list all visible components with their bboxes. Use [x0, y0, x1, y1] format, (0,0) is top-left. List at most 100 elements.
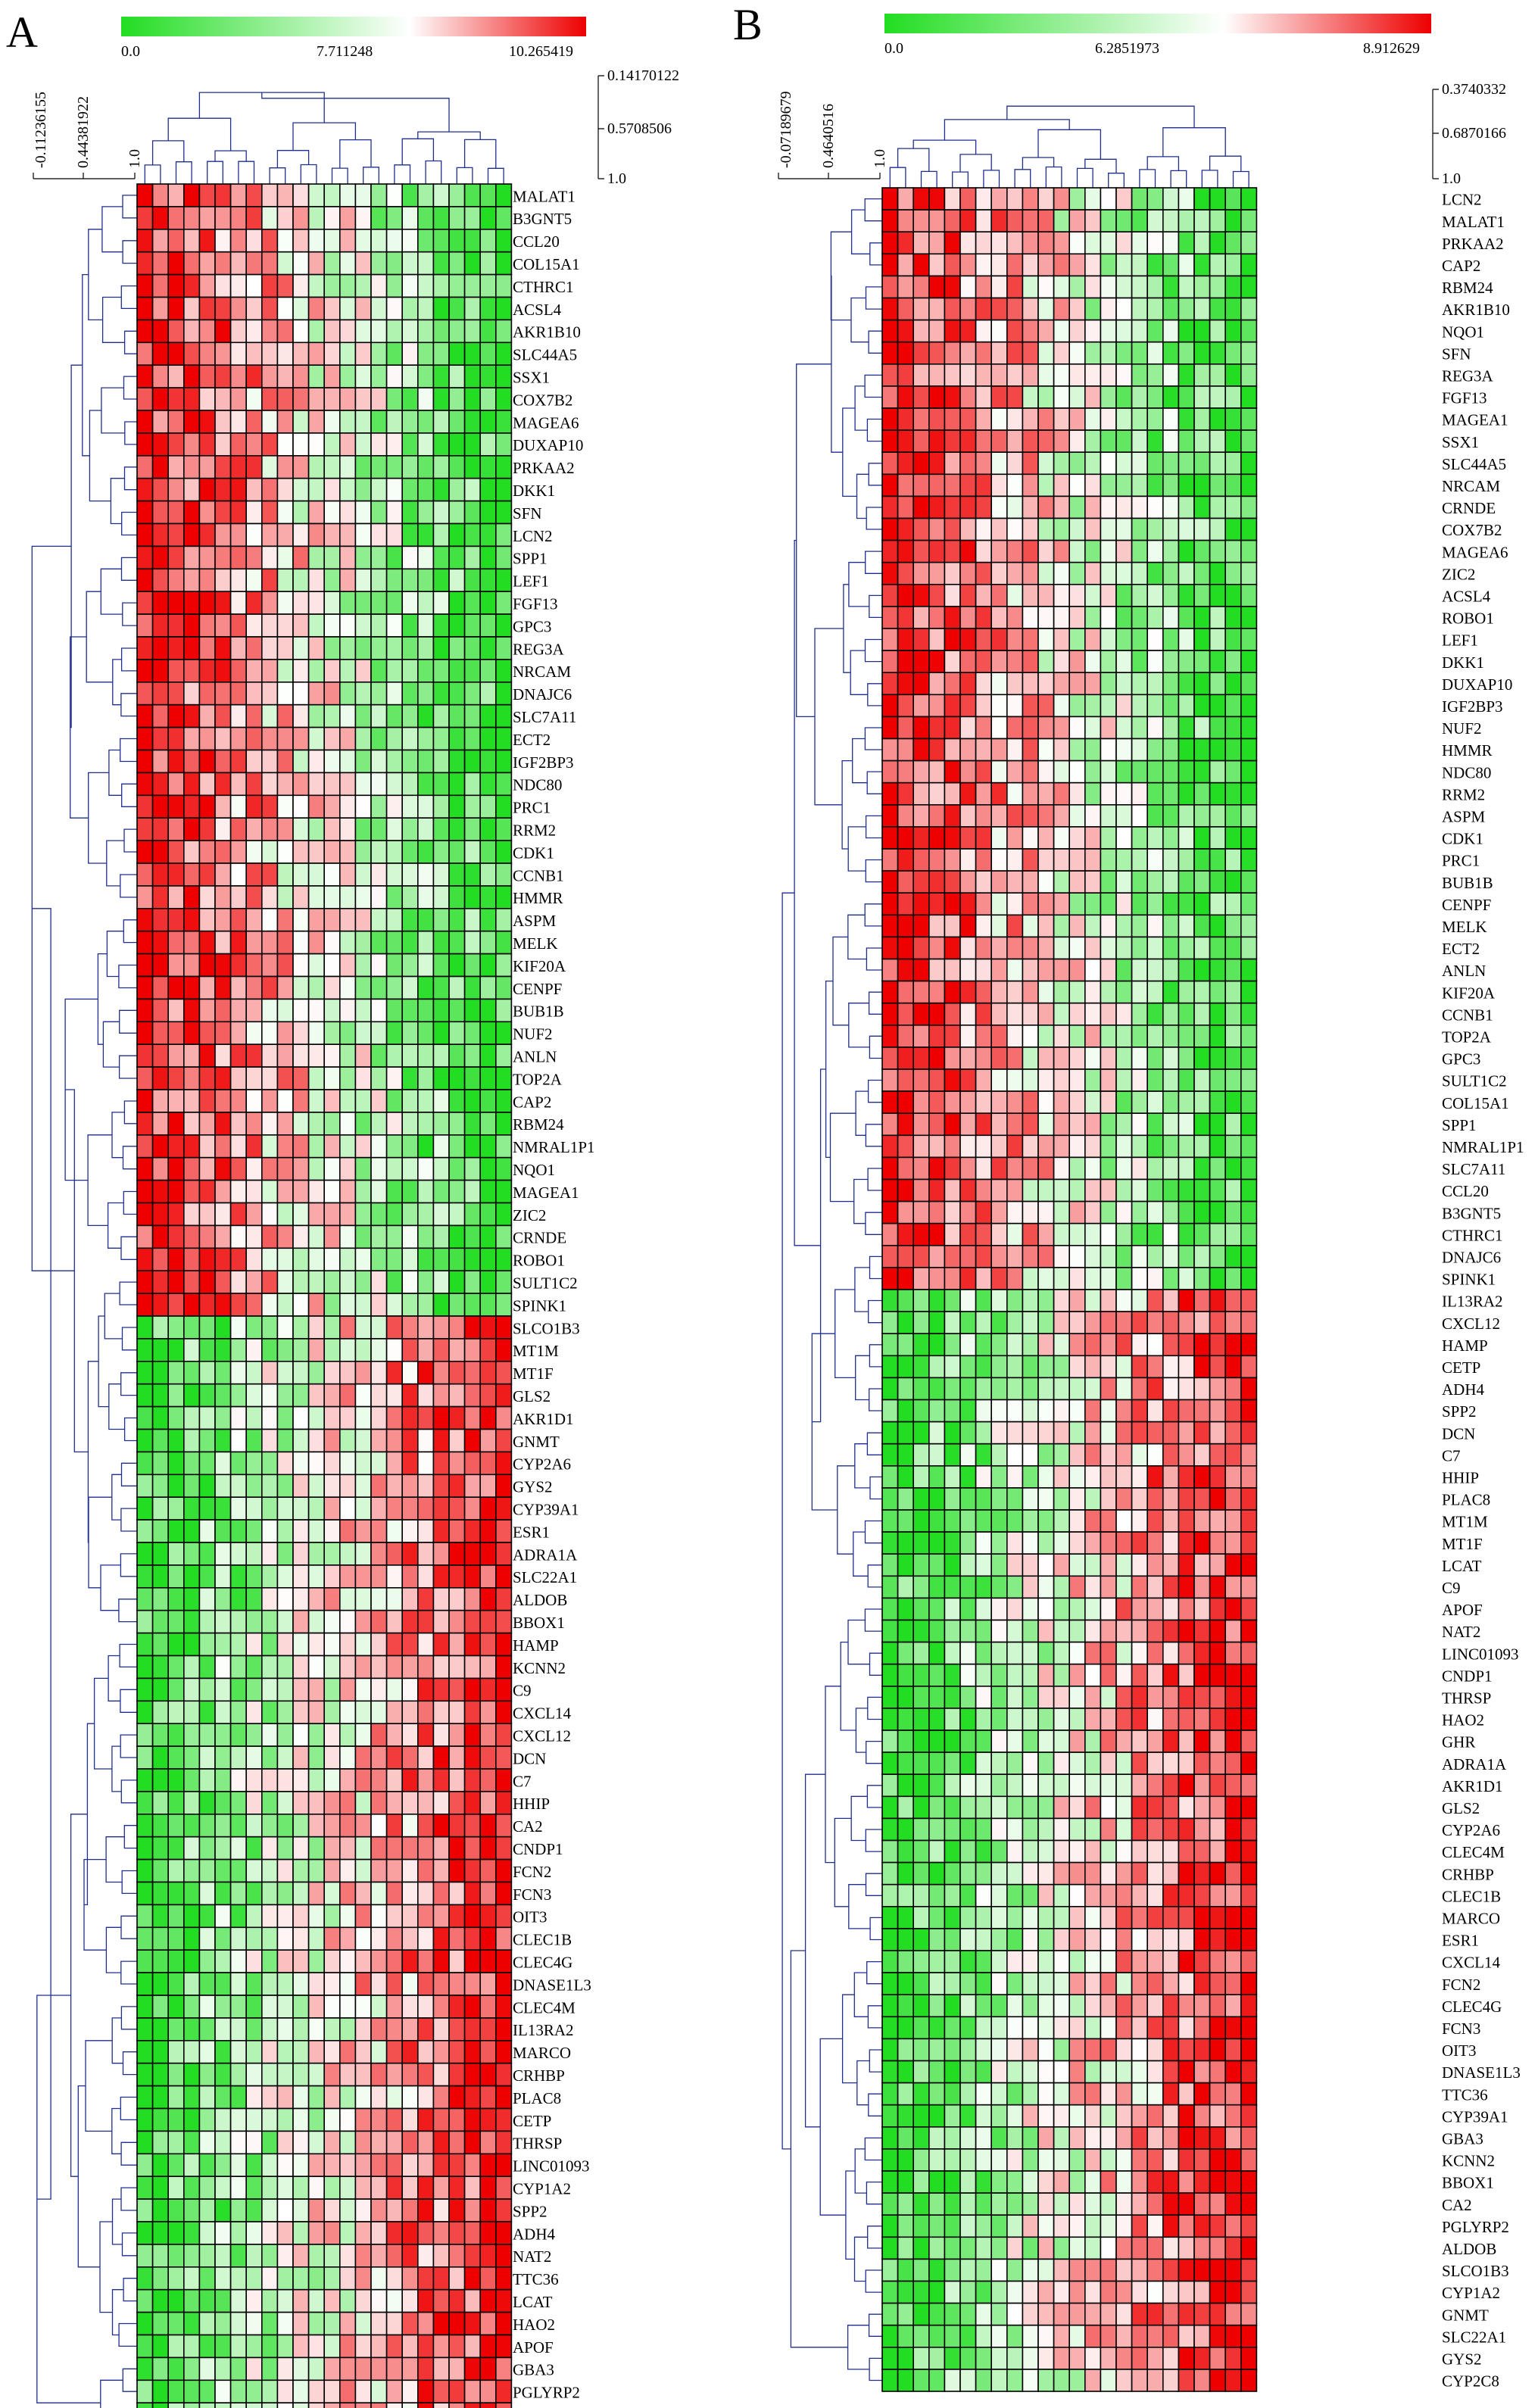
heatmap-cell: [167, 953, 185, 978]
heatmap-cell: [245, 1338, 263, 1362]
heatmap-cell: [1068, 1112, 1086, 1137]
heatmap-cell: [1131, 2038, 1148, 2062]
heatmap-cell: [1224, 672, 1242, 696]
heatmap-cell: [975, 738, 992, 762]
heatmap-cell: [1115, 385, 1133, 409]
heatmap-cell: [1053, 209, 1070, 233]
heatmap-cell: [1178, 561, 1195, 585]
heatmap-cell: [1084, 1686, 1102, 1709]
heatmap-cell: [151, 1814, 170, 1838]
heatmap-cell: [944, 1377, 961, 1401]
heatmap-cell: [167, 681, 185, 706]
heatmap-cell: [928, 385, 946, 409]
heatmap-cell: [167, 183, 185, 207]
heatmap-cell: [1193, 231, 1211, 255]
heatmap-cell: [385, 862, 404, 887]
heatmap-cell: [1178, 1509, 1195, 1533]
heatmap-cell: [385, 2357, 404, 2381]
heatmap-cell: [1146, 738, 1164, 762]
panel-b: B 0.0 6.2851973 8.912629 0.3740332 0.687…: [733, 0, 1524, 2392]
heatmap-cell: [1224, 2016, 1242, 2040]
heatmap-cell: [1240, 1002, 1258, 1026]
heatmap-cell: [354, 477, 372, 502]
heatmap-cell: [1100, 1509, 1117, 1533]
heatmap-cell: [1022, 1487, 1039, 1511]
heatmap-cell: [214, 2379, 232, 2404]
heatmap-cell: [1131, 650, 1148, 673]
heatmap-cell: [401, 183, 419, 207]
heatmap-cell: [136, 1655, 154, 1680]
heatmap-cell: [354, 228, 372, 253]
heatmap-cell: [1084, 1531, 1102, 1555]
heatmap-cell: [136, 342, 154, 366]
row-dendrogram-branch: [123, 1190, 137, 1215]
heatmap-cell: [214, 1609, 232, 1634]
heatmap-cell: [354, 2402, 372, 2408]
row-dendrogram-branch: [865, 859, 882, 883]
heatmap-cell: [416, 454, 435, 479]
heatmap-cell: [1115, 2104, 1133, 2128]
heatmap-cell: [323, 817, 341, 841]
heatmap-cell: [944, 1950, 961, 1973]
heatmap-cell: [136, 2379, 154, 2404]
heatmap-cell: [881, 1861, 899, 1886]
heatmap-cell: [881, 1443, 899, 1467]
heatmap-cell: [151, 998, 170, 1023]
heatmap-cell: [167, 1247, 185, 1272]
heatmap-cell: [494, 183, 513, 207]
heatmap-cell: [1178, 1112, 1195, 1137]
heatmap-cell: [276, 319, 294, 344]
heatmap-cell: [401, 1836, 419, 1861]
heatmap-cell: [198, 2062, 216, 2087]
heatmap-cell: [463, 749, 481, 774]
heatmap-cell: [229, 749, 248, 774]
heatmap-cell: [214, 2176, 232, 2200]
column-dendrogram-branch: [1139, 169, 1156, 188]
heatmap-cell: [1131, 517, 1148, 541]
heatmap-cell: [151, 1496, 170, 1521]
gene-label: CENPF: [513, 980, 562, 998]
heatmap-cell: [214, 1904, 232, 1929]
heatmap-cell: [928, 1817, 946, 1842]
heatmap-cell: [881, 517, 899, 541]
heatmap-cell: [1053, 451, 1070, 476]
heatmap-cell: [928, 694, 946, 718]
heatmap-cell: [1162, 209, 1180, 233]
heatmap-cell: [183, 454, 201, 479]
heatmap-cell: [401, 1021, 419, 1046]
heatmap-cell: [245, 2288, 263, 2313]
heatmap-cell: [229, 681, 248, 706]
heatmap-cell: [990, 429, 1008, 453]
heatmap-cell: [354, 726, 372, 751]
heatmap-cell: [276, 885, 294, 909]
heatmap-cell: [928, 2038, 946, 2062]
heatmap-cell: [229, 1089, 248, 1113]
heatmap-cell: [881, 1112, 899, 1137]
heatmap-cell: [401, 2288, 419, 2313]
heatmap-cell: [354, 1972, 372, 1996]
heatmap-cell: [292, 1293, 310, 1317]
heatmap-cell: [494, 2266, 513, 2291]
heatmap-cell: [198, 1270, 216, 1294]
heatmap-cell: [151, 1858, 170, 1883]
heatmap-cell: [416, 613, 435, 638]
heatmap-cell: [1209, 1730, 1226, 1753]
heatmap-cell: [432, 296, 450, 321]
heatmap-cell: [292, 2334, 310, 2359]
heatmap-cell: [183, 1383, 201, 1408]
heatmap-cell: [1209, 1531, 1226, 1555]
heatmap-cell: [1146, 1994, 1164, 2018]
heatmap-cell: [307, 2288, 326, 2313]
heatmap-cell: [479, 1066, 497, 1090]
heatmap-cell: [494, 1247, 513, 1272]
heatmap-cell: [1178, 1708, 1195, 1731]
row-dendrogram-branch: [869, 594, 882, 619]
heatmap-cell: [897, 1883, 914, 1907]
heatmap-cell: [913, 1090, 930, 1114]
heatmap-cell: [370, 1338, 388, 1362]
heatmap-cell: [401, 1814, 419, 1838]
heatmap-cell: [959, 781, 977, 806]
heatmap-cell: [167, 885, 185, 909]
heatmap-cell: [990, 187, 1008, 211]
heatmap-cell: [913, 1839, 930, 1864]
